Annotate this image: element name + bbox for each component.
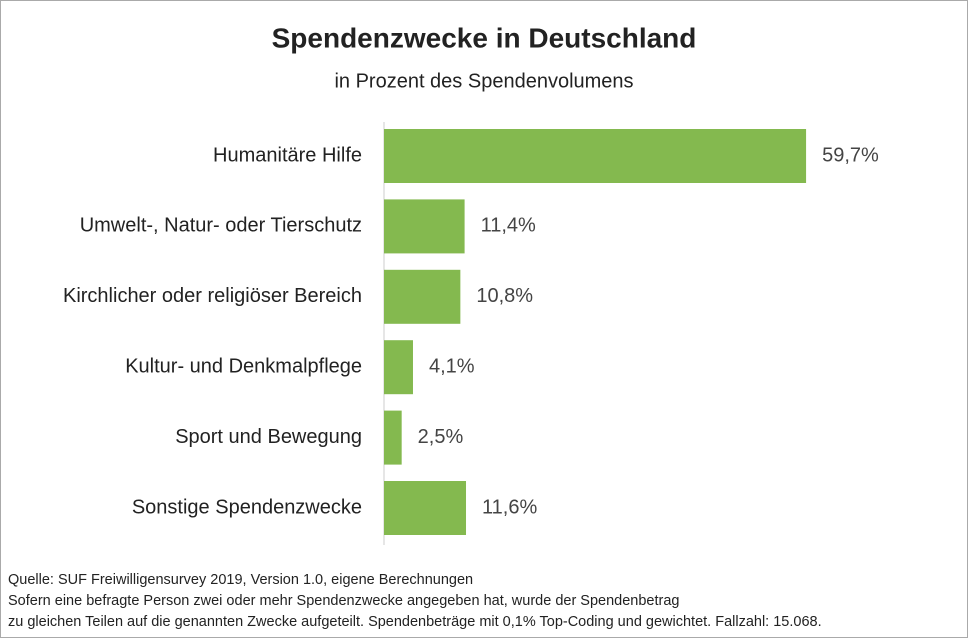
- footnote: Sofern eine befragte Person zwei oder me…: [8, 593, 679, 609]
- chart-subtitle: in Prozent des Spendenvolumens: [334, 70, 633, 92]
- bar: [384, 481, 467, 535]
- footnote: zu gleichen Teilen auf die genannten Zwe…: [8, 614, 822, 630]
- category-label: Umwelt-, Natur- oder Tierschutz: [80, 215, 362, 237]
- value-label: 10,8%: [476, 285, 533, 307]
- bar: [384, 199, 465, 254]
- footnote: Quelle: SUF Freiwilligensurvey 2019, Ver…: [8, 572, 473, 588]
- value-label: 11,4%: [481, 215, 536, 237]
- category-label: Kirchlicher oder religiöser Bereich: [63, 285, 362, 307]
- category-label: Sonstige Spendenzwecke: [132, 496, 362, 518]
- value-label: 59,7%: [822, 144, 879, 166]
- bar: [384, 269, 461, 324]
- category-label: Humanitäre Hilfe: [213, 144, 362, 166]
- bar: [384, 410, 402, 465]
- value-label: 4,1%: [429, 355, 475, 377]
- bar: [384, 129, 807, 183]
- bar: [384, 340, 413, 395]
- value-label: 11,6%: [482, 496, 537, 518]
- category-label: Kultur- und Denkmalpflege: [125, 355, 362, 377]
- category-label: Sport und Bewegung: [175, 426, 362, 448]
- chart-title: Spendenzwecke in Deutschland: [272, 22, 697, 53]
- value-label: 2,5%: [418, 426, 464, 448]
